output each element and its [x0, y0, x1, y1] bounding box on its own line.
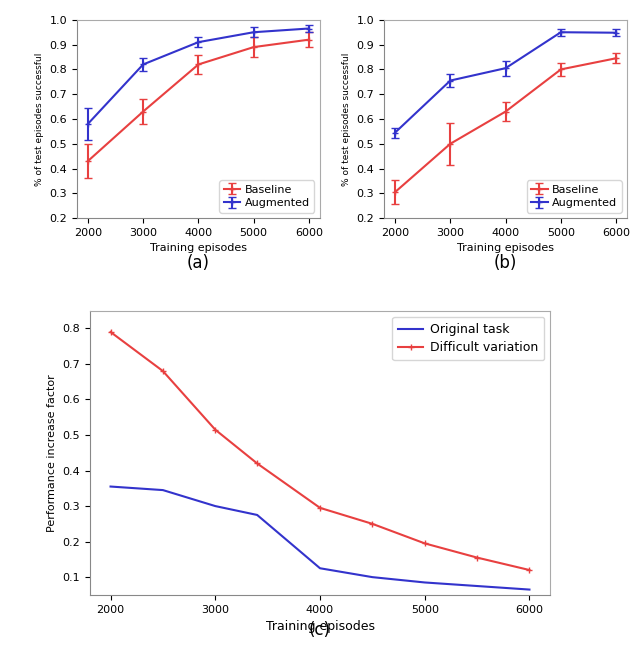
Difficult variation	[369, 520, 376, 527]
Difficult variation	[107, 328, 115, 336]
Difficult variation	[525, 566, 533, 574]
Original task	[253, 511, 261, 519]
Y-axis label: % of test episodes successful: % of test episodes successful	[35, 52, 44, 186]
Legend: Baseline, Augmented: Baseline, Augmented	[527, 180, 621, 213]
Original task	[473, 582, 481, 590]
Difficult variation	[316, 504, 324, 512]
Line: Original task: Original task	[111, 486, 529, 590]
Original task	[211, 502, 219, 510]
Y-axis label: % of test episodes successful: % of test episodes successful	[342, 52, 351, 186]
Text: (b): (b)	[494, 254, 517, 272]
Difficult variation	[473, 554, 481, 562]
X-axis label: Training episodes: Training episodes	[150, 243, 247, 253]
Y-axis label: Performance increase factor: Performance increase factor	[47, 374, 56, 531]
Original task	[316, 564, 324, 572]
Text: (a): (a)	[187, 254, 210, 272]
Difficult variation	[159, 367, 167, 375]
Difficult variation	[421, 539, 429, 547]
Original task	[421, 578, 429, 586]
Legend: Baseline, Augmented: Baseline, Augmented	[220, 180, 314, 213]
Original task	[369, 573, 376, 581]
Original task	[525, 586, 533, 594]
Original task	[107, 483, 115, 490]
Difficult variation	[211, 426, 219, 434]
Text: (c): (c)	[309, 621, 331, 639]
X-axis label: Training episodes: Training episodes	[457, 243, 554, 253]
Legend: Original task, Difficult variation: Original task, Difficult variation	[392, 317, 544, 360]
Line: Difficult variation: Difficult variation	[107, 329, 533, 574]
Original task	[159, 486, 167, 494]
Difficult variation	[253, 459, 261, 467]
X-axis label: Training episodes: Training episodes	[266, 620, 374, 633]
